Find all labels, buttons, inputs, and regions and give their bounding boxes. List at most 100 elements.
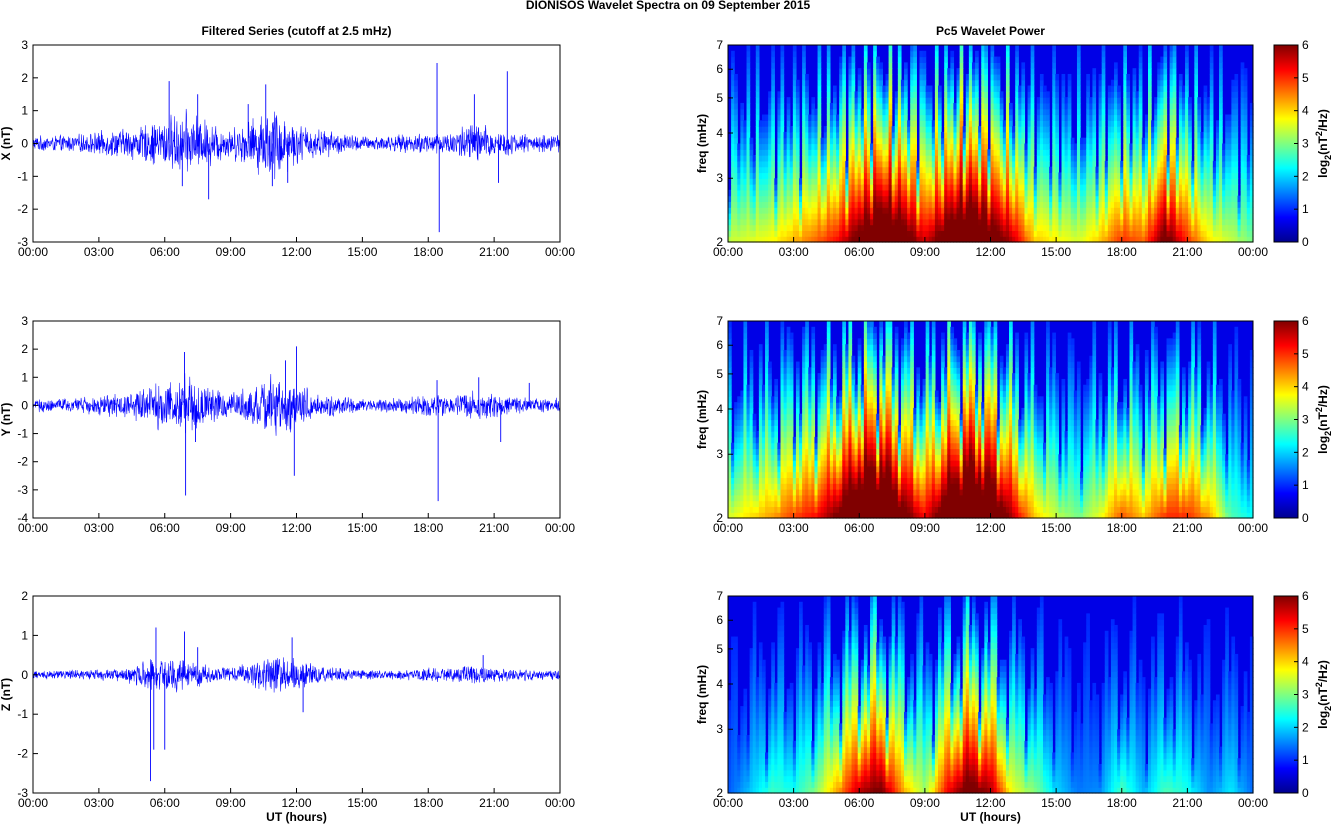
x-power-heat-cell <box>814 207 819 214</box>
x-power-heat-cell <box>817 149 822 156</box>
x-power-heat-cell <box>1036 195 1041 203</box>
x-power-heat-cell <box>817 184 822 191</box>
x-power-heat-cell <box>996 230 1001 237</box>
y-power-heat-cell <box>758 494 763 502</box>
x-power-heat-cell <box>1055 230 1060 237</box>
x-power-heat-cell <box>1163 126 1168 133</box>
x-power-heat-cell <box>1073 207 1078 214</box>
x-power-heat-cell <box>848 230 853 237</box>
x-power-heat-cell <box>900 178 905 185</box>
x-power-colorbar-label: log2(nT2/Hz) <box>1314 109 1333 178</box>
x-power-heat-cell <box>1132 79 1137 87</box>
x-power-heat-cell <box>996 149 1001 156</box>
x-power-heat-cell <box>1104 236 1109 243</box>
x-power-heat-cell <box>1219 189 1223 197</box>
x-power-heat-cell <box>786 120 791 127</box>
x-power-heat-cell <box>1203 172 1208 179</box>
x-power-heat-cell <box>1243 102 1248 110</box>
x-power-heat-cell <box>771 102 775 110</box>
x-power-heat-cell <box>1052 131 1056 139</box>
x-power-heat-cell <box>1209 155 1214 162</box>
x-power-heat-cell <box>925 236 930 243</box>
x-power-heat-cell <box>956 195 961 203</box>
x-power-heat-cell <box>783 213 788 220</box>
y-series-ytick-label: -3 <box>17 483 28 497</box>
x-power-heat-cell <box>1005 201 1010 208</box>
x-power-heat-cell <box>885 114 890 121</box>
x-power-heat-cell <box>1002 172 1007 179</box>
x-power-heat-cell <box>968 149 973 156</box>
x-power-heat-cell <box>1098 143 1103 150</box>
x-power-heat-cell <box>761 160 766 168</box>
x-power-heat-cell <box>734 73 738 81</box>
x-power-heat-cell <box>1135 178 1140 185</box>
x-power-heat-cell <box>1138 85 1143 92</box>
x-power-heat-cell <box>873 189 877 197</box>
x-power-heat-cell <box>826 143 831 150</box>
y-power-heat-cell <box>761 477 766 484</box>
x-power-heat-cell <box>848 166 853 174</box>
x-power-heat-cell <box>1012 126 1016 133</box>
x-power-heat-cell <box>1098 102 1103 110</box>
x-power-heat-cell <box>1246 195 1251 203</box>
x-power-heat-cell <box>866 178 871 185</box>
x-power-heat-cell <box>811 137 816 145</box>
x-power-heat-cell <box>731 201 735 208</box>
x-power-heat-cell <box>1080 230 1084 237</box>
x-power-heat-cell <box>1188 131 1192 139</box>
x-power-heat-cell <box>728 230 732 237</box>
x-power-heat-cell <box>1092 160 1097 168</box>
x-power-heat-cell <box>894 213 899 220</box>
x-power-heat-cell <box>1024 213 1029 220</box>
x-power-heat-cell <box>1104 178 1109 185</box>
x-power-heat-cell <box>962 131 967 139</box>
x-power-heat-cell <box>1089 131 1094 139</box>
x-power-heat-cell <box>959 207 964 214</box>
x-power-heat-cell <box>783 201 788 208</box>
x-power-heat-cell <box>1185 201 1189 208</box>
x-power-heat-cell <box>1018 108 1022 116</box>
x-power-heat-cell <box>1076 143 1081 150</box>
x-power-heat-cell <box>1067 166 1072 174</box>
x-power-heat-cell <box>1114 224 1118 232</box>
x-power-heat-cell <box>780 149 785 156</box>
x-power-heat-cell <box>848 236 853 243</box>
x-power-heat-cell <box>873 230 877 237</box>
x-power-heat-cell <box>795 137 800 145</box>
x-power-heat-cell <box>1046 207 1050 214</box>
x-power-heat-cell <box>981 207 985 214</box>
x-power-heat-cell <box>999 166 1004 174</box>
x-power-heat-cell <box>925 155 930 162</box>
x-power-heat-cell <box>1206 224 1211 232</box>
x-power-heat-cell <box>975 126 979 133</box>
x-power-heat-cell <box>1151 131 1155 139</box>
x-power-heat-cell <box>814 131 819 139</box>
x-power-heat-cell <box>805 91 809 98</box>
x-power-heat-cell <box>1194 137 1199 145</box>
x-power-heat-cell <box>1163 172 1168 179</box>
x-power-heat-cell <box>833 108 837 116</box>
x-power-heat-cell <box>1160 131 1165 139</box>
x-power-heat-cell <box>765 155 769 162</box>
x-power-heat-cell <box>934 85 939 92</box>
x-power-heat-cell <box>1089 160 1094 168</box>
x-power-heat-cell <box>907 155 911 162</box>
y-power-heat-cell <box>758 436 763 444</box>
x-power-heat-cell <box>888 131 893 139</box>
x-power-heat-cell <box>1157 195 1161 203</box>
x-power-heat-cell <box>734 195 738 203</box>
y-power-heat-cell <box>774 477 779 484</box>
x-power-heat-cell <box>897 79 902 87</box>
x-power-heat-cell <box>1181 149 1186 156</box>
x-power-heat-cell <box>1123 230 1127 237</box>
x-power-heat-cell <box>1089 178 1094 185</box>
x-power-heat-cell <box>1064 207 1069 214</box>
x-power-heat-cell <box>1148 172 1152 179</box>
x-power-heat-cell <box>894 166 899 174</box>
y-power-heat-cell <box>755 477 760 484</box>
x-power-heat-cell <box>1166 230 1171 237</box>
x-power-heat-cell <box>984 91 989 98</box>
x-power-heat-cell <box>968 131 973 139</box>
x-power-heat-cell <box>965 195 970 203</box>
x-power-heat-cell <box>817 166 822 174</box>
